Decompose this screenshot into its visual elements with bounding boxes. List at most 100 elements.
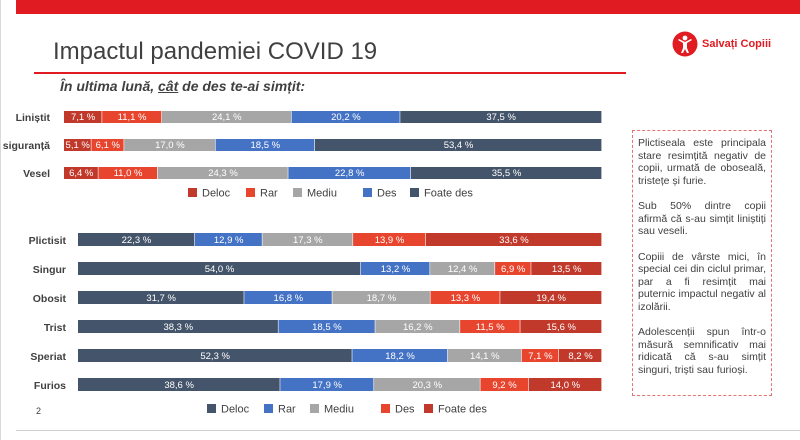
data-label: 5,1 % bbox=[66, 140, 91, 151]
data-label: 6,9 % bbox=[501, 264, 526, 275]
slide-bottom-edge bbox=[16, 430, 800, 431]
bar-segment bbox=[78, 291, 244, 304]
legend-swatch bbox=[264, 404, 273, 413]
data-label: 13,3 % bbox=[451, 293, 481, 304]
data-label: 17,0 % bbox=[155, 140, 185, 151]
page-number: 2 bbox=[36, 406, 42, 416]
category-label: Plictisit bbox=[29, 235, 67, 247]
bar-segment bbox=[157, 167, 288, 179]
legend-swatch bbox=[246, 188, 255, 197]
bar-segment bbox=[64, 111, 102, 123]
category-label: Obosit bbox=[33, 293, 67, 305]
data-label: 11,5 % bbox=[476, 322, 505, 333]
bar-segment bbox=[161, 111, 291, 123]
category-label: Furios bbox=[34, 380, 66, 392]
child-figure-icon bbox=[672, 31, 698, 57]
bar-segment bbox=[411, 167, 602, 179]
bar-segment bbox=[400, 111, 602, 123]
legend-swatch bbox=[410, 188, 419, 197]
data-label: 18,5 % bbox=[250, 140, 280, 151]
legend-label: Des bbox=[377, 188, 397, 200]
legend-label: Deloc bbox=[221, 404, 250, 416]
bar-segment bbox=[278, 320, 375, 333]
bar-segment bbox=[360, 262, 430, 275]
data-label: 38,6 % bbox=[164, 380, 194, 391]
data-label: 7,1 % bbox=[71, 112, 96, 123]
data-label: 18,2 % bbox=[385, 351, 415, 362]
bar-segment bbox=[353, 233, 426, 246]
data-label: 16,8 % bbox=[274, 293, 304, 304]
slide-title: Impactul pandemiei COVID 19 bbox=[53, 38, 378, 65]
data-label: 13,2 % bbox=[381, 264, 411, 275]
data-label: 16,2 % bbox=[403, 322, 433, 333]
data-label: 8,2 % bbox=[568, 351, 593, 362]
bar-segment bbox=[78, 320, 278, 333]
bar-segment bbox=[91, 139, 124, 151]
bar-segment bbox=[374, 378, 480, 391]
bar-segment bbox=[425, 233, 602, 246]
legend-swatch bbox=[363, 188, 372, 197]
data-label: 12,9 % bbox=[214, 235, 244, 246]
data-label: 31,7 % bbox=[146, 293, 176, 304]
bar-segment bbox=[352, 349, 448, 362]
data-label: 9,2 % bbox=[492, 380, 517, 391]
bar-segment bbox=[495, 262, 531, 275]
data-label: 22,3 % bbox=[122, 235, 152, 246]
salvati-copiii-logo: Salvați Copiii bbox=[672, 30, 771, 58]
subtitle-suffix: de des te-ai simțit: bbox=[178, 78, 306, 94]
subtitle-underlined: cât bbox=[158, 78, 179, 94]
notes-box: Plictiseala este principala stare resimț… bbox=[632, 130, 772, 396]
legend-swatch bbox=[310, 404, 319, 413]
note-4: Adolescenții spun într-o măsură semnific… bbox=[638, 326, 766, 376]
bar-segment bbox=[558, 349, 602, 362]
category-label: Vesel bbox=[23, 168, 50, 180]
bar-segment bbox=[262, 233, 353, 246]
data-label: 18,5 % bbox=[312, 322, 342, 333]
data-label: 52,3 % bbox=[200, 351, 230, 362]
category-label: Speriat bbox=[30, 351, 66, 363]
legend-swatch bbox=[424, 404, 433, 413]
bar-segment bbox=[244, 291, 332, 304]
logo-text: Salvați Copiii bbox=[702, 38, 772, 50]
data-label: 6,1 % bbox=[96, 140, 121, 151]
bar-segment bbox=[280, 378, 374, 391]
bar-segment bbox=[480, 378, 529, 391]
data-label: 17,3 % bbox=[293, 235, 323, 246]
bar-segment bbox=[64, 167, 98, 179]
category-label: Trist bbox=[44, 322, 67, 334]
bar-segment bbox=[500, 291, 602, 304]
data-label: 14,0 % bbox=[551, 380, 581, 391]
data-label: 35,5 % bbox=[492, 168, 522, 179]
data-label: 7,1 % bbox=[528, 351, 553, 362]
bar-segment bbox=[98, 167, 158, 179]
question-subtitle: În ultima lună, cât de des te-ai simțit: bbox=[60, 78, 305, 94]
category-label: Liniștit bbox=[16, 112, 51, 124]
data-label: 15,6 % bbox=[546, 322, 576, 333]
legend-label: Des bbox=[395, 404, 415, 416]
legend-label: Mediu bbox=[307, 188, 337, 200]
data-label: 20,2 % bbox=[331, 112, 361, 123]
bar-segment bbox=[520, 320, 602, 333]
bar-segment bbox=[194, 233, 262, 246]
bar-segment bbox=[332, 291, 430, 304]
title-underline bbox=[34, 72, 626, 74]
bar-segment bbox=[460, 320, 520, 333]
note-3: Copiii de vârste mici, în special cei di… bbox=[638, 250, 766, 313]
bar-segment bbox=[124, 139, 215, 151]
bar-segment bbox=[102, 111, 162, 123]
data-label: 13,9 % bbox=[375, 235, 405, 246]
bar-segment bbox=[314, 139, 602, 151]
bar-segment bbox=[521, 349, 559, 362]
legend-label: Rar bbox=[278, 404, 296, 416]
slide-top-bar bbox=[16, 0, 800, 14]
bar-segment bbox=[78, 378, 280, 391]
category-label: Singur bbox=[33, 264, 66, 276]
subtitle-prefix: În ultima lună, bbox=[60, 78, 159, 94]
legend-swatch bbox=[293, 188, 302, 197]
note-2: Sub 50% dintre copii afirmă că s-au simț… bbox=[638, 200, 766, 237]
data-label: 24,1 % bbox=[212, 112, 242, 123]
data-label: 24,3 % bbox=[208, 168, 238, 179]
data-label: 14,1 % bbox=[470, 351, 500, 362]
legend-label: Rar bbox=[260, 188, 278, 200]
